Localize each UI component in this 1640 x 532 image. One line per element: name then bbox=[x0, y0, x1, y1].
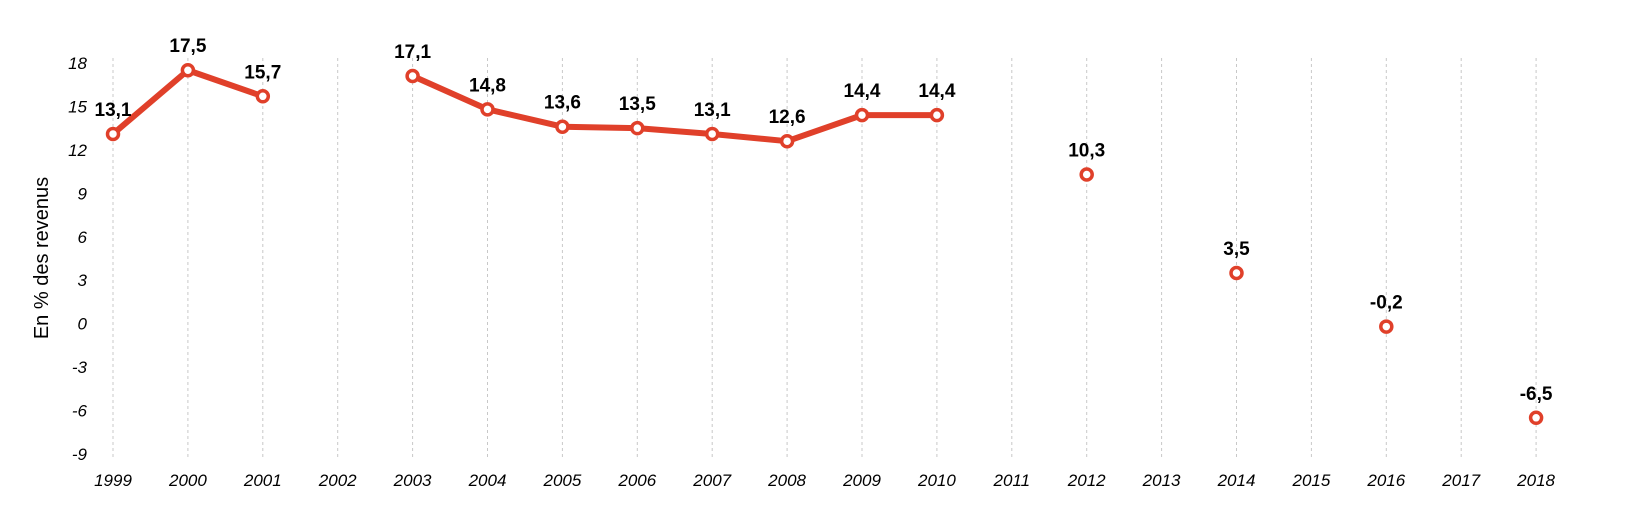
x-tick-2016: 2016 bbox=[1366, 471, 1405, 490]
data-label-2016: -0,2 bbox=[1370, 293, 1403, 314]
data-point-2010 bbox=[929, 107, 945, 123]
data-point-2016 bbox=[1379, 319, 1394, 334]
data-label-2010: 14,4 bbox=[918, 81, 955, 102]
data-labels-layer: 13,1 17,5 15,7 17,1 14,8 13,6 13,5 13,1 12,6 14,4… bbox=[95, 36, 1553, 405]
data-label-2003: 17,1 bbox=[394, 42, 431, 63]
x-tick-2013: 2013 bbox=[1142, 471, 1181, 490]
data-label-1999: 13,1 bbox=[95, 100, 132, 121]
x-tick-2008: 2008 bbox=[767, 471, 806, 490]
data-point-2007 bbox=[704, 126, 720, 142]
data-point-2000 bbox=[180, 62, 196, 78]
data-point-2018 bbox=[1528, 410, 1544, 426]
x-tick-2015: 2015 bbox=[1291, 471, 1330, 490]
grid-layer bbox=[112, 58, 1537, 459]
data-label-2001: 15,7 bbox=[244, 62, 281, 83]
data-label-2000: 17,5 bbox=[169, 36, 206, 57]
y-axis-label: En % des revenus bbox=[31, 177, 53, 339]
y-axis-ticks: 18 15 12 9 6 3 0 -3 -6 -9 bbox=[68, 54, 87, 464]
x-tick-2009: 2009 bbox=[842, 471, 881, 490]
y-tick-9: 9 bbox=[78, 184, 88, 203]
data-label-2007: 13,1 bbox=[694, 100, 731, 121]
y-tick--6: -6 bbox=[72, 402, 88, 421]
x-tick-2006: 2006 bbox=[617, 471, 656, 490]
y-tick-15: 15 bbox=[68, 97, 87, 116]
x-tick-2001: 2001 bbox=[243, 471, 282, 490]
data-point-1999 bbox=[105, 126, 121, 142]
x-tick-2010: 2010 bbox=[917, 471, 956, 490]
data-point-2008 bbox=[779, 133, 795, 149]
data-point-2001 bbox=[255, 89, 271, 104]
data-point-2005 bbox=[555, 119, 570, 134]
data-point-2012 bbox=[1079, 167, 1094, 182]
series-line-layer bbox=[110, 67, 940, 145]
data-point-2014 bbox=[1229, 265, 1244, 281]
data-points-layer bbox=[105, 62, 1544, 426]
x-tick-1999: 1999 bbox=[94, 471, 132, 490]
y-tick-12: 12 bbox=[68, 141, 87, 160]
y-tick-0: 0 bbox=[78, 315, 88, 334]
data-point-2004 bbox=[480, 102, 495, 117]
data-point-2003 bbox=[405, 68, 420, 84]
data-label-2012: 10,3 bbox=[1068, 141, 1105, 162]
data-point-2006 bbox=[630, 120, 645, 136]
x-tick-2007: 2007 bbox=[692, 471, 731, 490]
y-tick-18: 18 bbox=[68, 54, 87, 73]
x-tick-2003: 2003 bbox=[393, 471, 432, 490]
x-tick-2002: 2002 bbox=[318, 471, 357, 490]
data-label-2008: 12,6 bbox=[769, 107, 806, 128]
y-tick--9: -9 bbox=[72, 445, 88, 464]
data-label-2018: -6,5 bbox=[1520, 384, 1553, 405]
data-label-2009: 14,4 bbox=[844, 81, 881, 102]
data-label-2006: 13,5 bbox=[619, 94, 656, 115]
x-tick-2017: 2017 bbox=[1441, 471, 1480, 490]
x-tick-2011: 2011 bbox=[993, 471, 1031, 490]
x-axis-ticks: 1999 2000 2001 2002 2003 2004 2005 2006 2007 2008… bbox=[94, 471, 1555, 490]
x-tick-2018: 2018 bbox=[1516, 471, 1555, 490]
x-tick-2005: 2005 bbox=[542, 471, 581, 490]
y-tick--3: -3 bbox=[72, 358, 88, 377]
x-tick-2012: 2012 bbox=[1067, 471, 1106, 490]
y-tick-6: 6 bbox=[78, 228, 88, 247]
x-tick-2000: 2000 bbox=[168, 471, 207, 490]
data-label-2004: 14,8 bbox=[469, 75, 506, 96]
data-label-2014: 3,5 bbox=[1223, 239, 1250, 260]
data-point-2009 bbox=[854, 107, 870, 123]
x-tick-2014: 2014 bbox=[1217, 471, 1256, 490]
y-tick-3: 3 bbox=[78, 271, 88, 290]
data-label-2005: 13,6 bbox=[544, 93, 581, 114]
series-line-segment-2 bbox=[409, 73, 940, 145]
x-tick-2004: 2004 bbox=[468, 471, 507, 490]
